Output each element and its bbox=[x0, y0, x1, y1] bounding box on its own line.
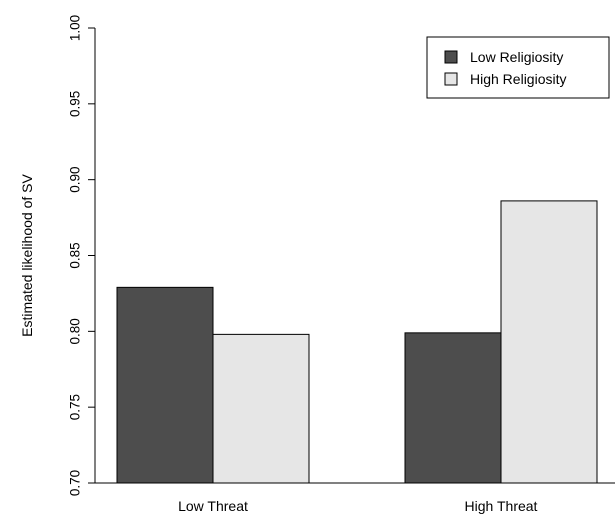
y-tick-label: 0.90 bbox=[68, 167, 83, 193]
legend-label: High Religiosity bbox=[470, 71, 566, 87]
y-tick-label: 0.85 bbox=[68, 242, 83, 268]
y-tick-label: 0.80 bbox=[68, 318, 83, 344]
y-tick-label: 0.95 bbox=[68, 91, 83, 117]
bar bbox=[116, 286, 214, 484]
legend-swatch bbox=[444, 72, 458, 86]
y-tick-label: 0.75 bbox=[68, 394, 83, 420]
y-axis-ticks: 0.70 0.75 0.80 0.85 0.90 0.95 1.00 bbox=[68, 15, 95, 496]
bar bbox=[404, 332, 502, 484]
y-tick-label: 0.70 bbox=[68, 470, 83, 496]
y-axis-title: Estimated likelihood of SV bbox=[19, 174, 35, 337]
legend-box bbox=[426, 36, 610, 99]
x-category-label: Low Threat bbox=[178, 498, 248, 514]
bar bbox=[500, 200, 598, 484]
bar bbox=[212, 333, 310, 484]
legend-label: Low Religiosity bbox=[470, 49, 563, 65]
y-tick-label: 1.00 bbox=[68, 15, 83, 41]
bars bbox=[116, 200, 598, 484]
x-category-label: High Threat bbox=[465, 498, 538, 514]
category-labels: Low Threat High Threat bbox=[178, 498, 537, 514]
legend-swatch bbox=[444, 50, 458, 64]
legend: Low Religiosity High Religiosity bbox=[426, 36, 610, 99]
